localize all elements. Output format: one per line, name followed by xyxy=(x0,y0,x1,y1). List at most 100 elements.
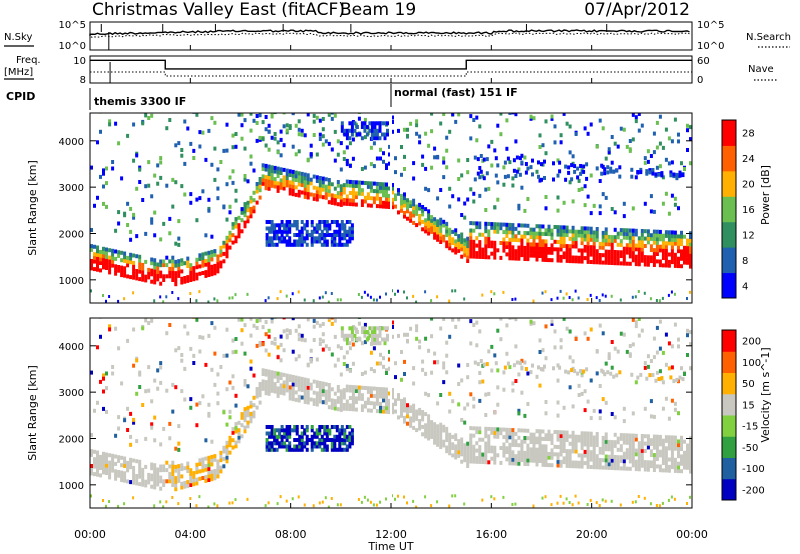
heatmap-cell xyxy=(310,434,314,439)
heatmap-cell xyxy=(523,454,527,459)
heatmap-cell xyxy=(105,254,108,259)
heatmap-cell xyxy=(228,435,232,440)
heatmap-cell xyxy=(667,161,671,166)
heatmap-cell xyxy=(225,448,229,453)
heatmap-cell xyxy=(264,115,268,119)
heatmap-cell xyxy=(222,148,226,153)
heatmap-cell xyxy=(327,178,331,182)
heatmap-cell xyxy=(601,331,605,336)
heatmap-cell xyxy=(381,132,384,137)
heatmap-cell xyxy=(478,371,482,375)
heatmap-cell xyxy=(279,334,283,339)
heatmap-cell xyxy=(559,434,563,438)
heatmap-cell xyxy=(391,406,394,411)
heatmap-cell xyxy=(375,121,379,126)
heatmap-cell xyxy=(366,181,370,186)
heatmap-cell xyxy=(658,504,661,508)
heatmap-cell xyxy=(511,226,515,231)
heatmap-cell xyxy=(565,251,569,256)
heatmap-cell xyxy=(619,228,623,233)
heatmap-cell xyxy=(667,341,671,346)
heatmap-cell xyxy=(111,461,115,466)
heatmap-cell xyxy=(607,257,611,262)
heatmap-cell xyxy=(482,362,486,367)
heatmap-cell xyxy=(634,452,638,457)
heatmap-cell xyxy=(469,448,473,453)
heatmap-cell xyxy=(282,348,286,353)
heatmap-cell xyxy=(294,357,298,362)
heatmap-cell xyxy=(493,222,497,227)
heatmap-cell xyxy=(604,443,608,448)
heatmap-cell xyxy=(228,175,232,180)
heatmap-cell xyxy=(363,386,367,390)
heatmap-cell xyxy=(270,223,274,228)
heatmap-cell xyxy=(325,223,329,228)
heatmap-cell xyxy=(234,498,237,502)
heatmap-cell xyxy=(258,385,262,390)
heatmap-cell xyxy=(180,485,184,490)
heatmap-cell xyxy=(283,444,287,449)
heatmap-cell xyxy=(335,434,339,439)
heatmap-cell xyxy=(261,379,265,384)
heatmap-cell xyxy=(295,223,299,228)
heatmap-cell xyxy=(544,250,548,255)
heatmap-cell xyxy=(643,496,646,500)
heatmap-cell xyxy=(511,113,515,115)
heatmap-cell xyxy=(436,196,440,201)
heatmap-cell xyxy=(514,238,518,242)
heatmap-cell xyxy=(678,173,682,178)
heatmap-cell xyxy=(619,242,623,247)
heatmap-cell xyxy=(601,253,605,258)
heatmap-cell xyxy=(643,441,647,446)
heatmap-cell xyxy=(580,233,584,238)
heatmap-cell xyxy=(610,499,613,503)
heatmap-cell xyxy=(382,189,385,194)
heatmap-cell xyxy=(619,466,623,471)
heatmap-cell xyxy=(442,223,446,228)
heatmap-cell xyxy=(249,154,253,159)
heatmap-cell xyxy=(514,344,518,349)
heatmap-cell xyxy=(324,195,328,200)
heatmap-cell xyxy=(333,239,337,244)
heatmap-cell xyxy=(652,255,656,260)
heatmap-cell xyxy=(213,271,217,276)
heatmap-cell xyxy=(660,376,664,381)
heatmap-cell xyxy=(207,459,211,464)
heatmap-cell xyxy=(424,434,428,439)
heatmap-cell xyxy=(306,378,310,383)
heatmap-cell xyxy=(520,160,524,165)
heatmap-cell xyxy=(550,243,554,248)
heatmap-cell xyxy=(385,189,388,194)
heatmap-cell xyxy=(523,249,527,254)
heatmap-cell xyxy=(321,134,325,139)
heatmap-cell xyxy=(571,434,575,439)
heatmap-cell xyxy=(400,201,403,206)
heatmap-cell xyxy=(309,181,313,186)
heatmap-cell xyxy=(502,182,506,187)
heatmap-cell xyxy=(415,119,419,124)
heatmap-cell xyxy=(640,434,644,438)
heatmap-cell xyxy=(436,295,439,299)
heatmap-cell xyxy=(93,244,96,249)
heatmap-cell xyxy=(348,179,352,184)
heatmap-cell xyxy=(511,439,515,444)
heatmap-cell xyxy=(335,428,339,433)
heatmap-cell xyxy=(174,483,178,488)
heatmap-cell xyxy=(517,408,521,413)
heatmap-cell xyxy=(261,368,265,373)
heatmap-cell xyxy=(370,125,374,129)
heatmap-cell xyxy=(204,438,208,443)
heatmap-cell xyxy=(670,442,674,447)
heatmap-cell xyxy=(472,396,476,401)
heatmap-cell xyxy=(460,232,464,237)
heatmap-cell xyxy=(526,249,530,254)
heatmap-cell xyxy=(628,250,632,255)
heatmap-cell xyxy=(490,449,494,454)
heatmap-cell xyxy=(117,265,121,269)
heatmap-cell xyxy=(592,435,596,440)
heatmap-cell xyxy=(96,140,99,145)
heatmap-cell xyxy=(487,460,491,465)
heatmap-cell xyxy=(288,229,292,234)
heatmap-cell xyxy=(529,165,533,170)
heatmap-cell xyxy=(210,272,214,277)
